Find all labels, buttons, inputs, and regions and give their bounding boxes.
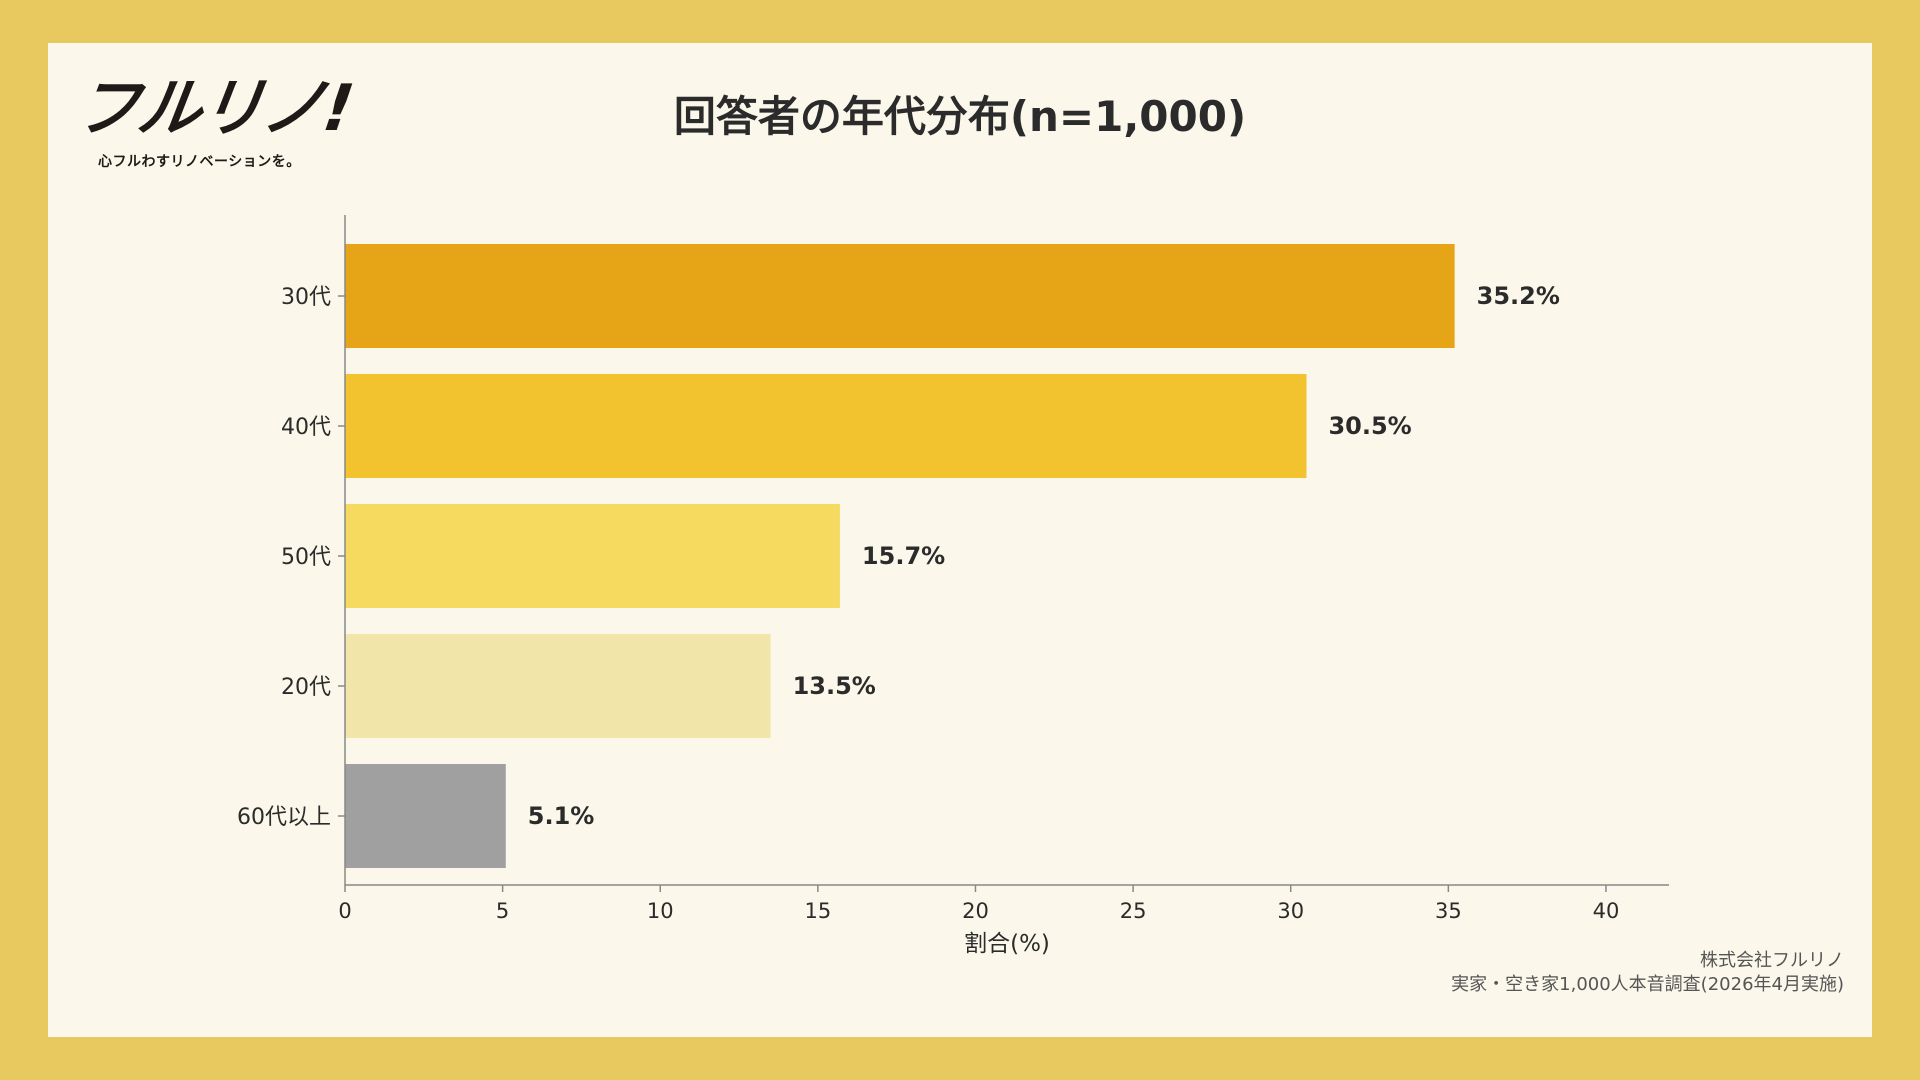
y-tick-label-1: 40代 — [281, 415, 331, 440]
brand-logo: フルリノ! 心フルわすリノベーションを。 — [71, 72, 357, 171]
chart-panel: フルリノ! 心フルわすリノベーションを。 回答者の年代分布(n=1,000) 3… — [48, 43, 1872, 1037]
x-tick-label-6: 30 — [1277, 899, 1304, 923]
x-tick-label-2: 10 — [647, 899, 674, 923]
bar-4 — [345, 764, 506, 868]
data-label-2: 15.7% — [862, 542, 945, 570]
y-tick-label-0: 30代 — [281, 285, 331, 310]
bar-3 — [345, 634, 771, 738]
chart-title: 回答者の年代分布(n=1,000) — [673, 92, 1247, 141]
x-tick-label-4: 20 — [962, 899, 989, 923]
bar-2 — [345, 504, 840, 608]
bar-0 — [345, 244, 1455, 348]
data-label-4: 5.1% — [528, 802, 595, 830]
y-tick-label-2: 50代 — [281, 545, 331, 570]
y-tick-label-4: 60代以上 — [237, 805, 331, 830]
source-credit: 株式会社フルリノ 実家・空き家1,000人本音調査(2026年4月実施) — [1451, 949, 1844, 998]
x-tick-label-3: 15 — [804, 899, 831, 923]
data-label-1: 30.5% — [1328, 412, 1411, 440]
data-label-3: 13.5% — [793, 672, 876, 700]
x-tick-label-5: 25 — [1120, 899, 1147, 923]
x-tick-label-0: 0 — [338, 899, 351, 923]
data-label-0: 35.2% — [1477, 282, 1560, 310]
x-axis-title: 割合(%) — [964, 931, 1050, 957]
x-tick-label-8: 40 — [1593, 899, 1620, 923]
bar-1 — [345, 374, 1307, 478]
credit-survey: 実家・空き家1,000人本音調査(2026年4月実施) — [1451, 974, 1844, 996]
logo-tagline: 心フルわすリノベーションを。 — [98, 154, 301, 170]
x-tick-label-7: 35 — [1435, 899, 1462, 923]
y-tick-label-3: 20代 — [281, 675, 331, 700]
bar-chart: 35.2% 30代 30.5% 40代 15.7% 50代 13.5% 20代 5.1% 60代以… — [237, 215, 1669, 957]
x-tick-label-1: 5 — [496, 899, 509, 923]
credit-company: 株式会社フルリノ — [1700, 950, 1844, 971]
